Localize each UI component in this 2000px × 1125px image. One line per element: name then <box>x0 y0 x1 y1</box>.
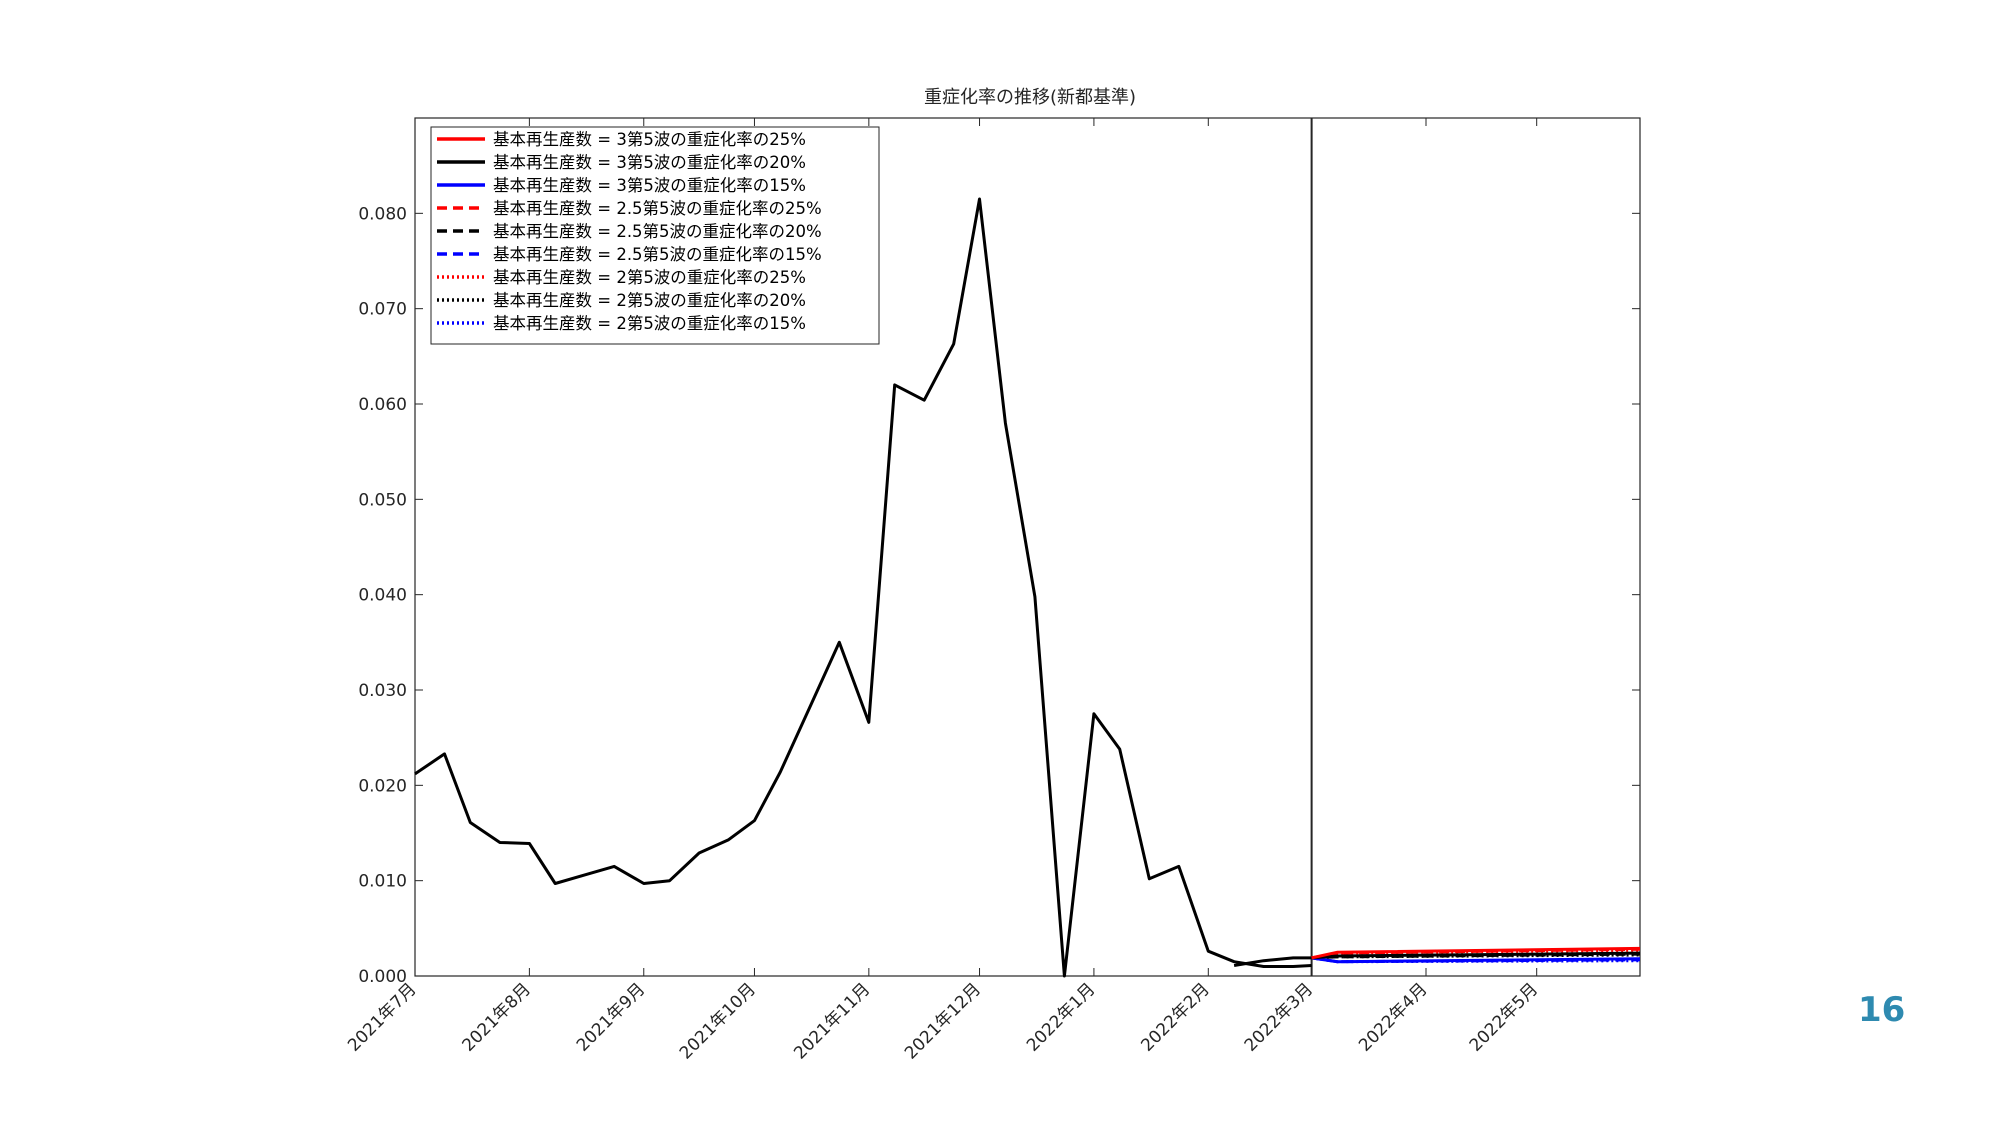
x-tick-label: 2021年11月 <box>790 979 874 1063</box>
legend-label: 基本再生産数 = 2.5第5波の重症化率の15% <box>493 245 822 264</box>
x-tick-label: 2021年7月 <box>344 979 420 1055</box>
y-tick-label: 0.060 <box>358 395 407 415</box>
x-tick-label: 2021年12月 <box>901 979 985 1063</box>
plot-frame <box>414 117 1641 977</box>
y-tick-label: 0.010 <box>358 872 407 892</box>
history-line <box>414 197 1312 978</box>
y-tick-label: 0.040 <box>358 586 407 606</box>
y-tick-label: 0.080 <box>358 204 407 224</box>
history-tail-line <box>1233 956 1312 967</box>
data-lines-group <box>414 197 1641 978</box>
y-tick-label: 0.020 <box>358 776 407 796</box>
x-tick-label: 2022年4月 <box>1355 979 1431 1055</box>
y-tick-label: 0.070 <box>358 300 407 320</box>
x-tick-label: 2021年8月 <box>458 979 534 1055</box>
legend-label: 基本再生産数 = 3第5波の重症化率の20% <box>493 153 806 172</box>
x-tick-label: 2022年3月 <box>1241 979 1317 1055</box>
legend-label: 基本再生産数 = 2.5第5波の重症化率の25% <box>493 199 822 218</box>
x-tick-label: 2021年10月 <box>676 979 760 1063</box>
y-tick-label: 0.030 <box>358 681 407 701</box>
legend-label: 基本再生産数 = 3第5波の重症化率の15% <box>493 176 806 195</box>
chart-title: 重症化率の推移(新都基準) <box>924 87 1136 108</box>
legend-label: 基本再生産数 = 3第5波の重症化率の25% <box>493 130 806 149</box>
legend-label: 基本再生産数 = 2第5波の重症化率の20% <box>493 291 806 310</box>
x-tick-label: 2022年1月 <box>1023 979 1099 1055</box>
x-tick-label: 2022年2月 <box>1137 979 1213 1055</box>
projection-line <box>1311 946 1641 960</box>
y-tick-label: 0.050 <box>358 490 407 510</box>
legend-label: 基本再生産数 = 2第5波の重症化率の15% <box>493 314 806 333</box>
page-number: 16 <box>1858 990 1906 1030</box>
legend-label: 基本再生産数 = 2第5波の重症化率の25% <box>493 268 806 287</box>
legend: 基本再生産数 = 3第5波の重症化率の25% 基本再生産数 = 3第5波の重症化率… <box>430 126 880 345</box>
x-tick-label: 2022年5月 <box>1466 979 1542 1055</box>
legend-box <box>430 126 880 345</box>
projection-line <box>1311 956 1641 964</box>
legend-label: 基本再生産数 = 2.5第5波の重症化率の20% <box>493 222 822 241</box>
y-tick-label: 0.000 <box>358 967 407 987</box>
x-tick-label: 2021年9月 <box>573 979 649 1055</box>
